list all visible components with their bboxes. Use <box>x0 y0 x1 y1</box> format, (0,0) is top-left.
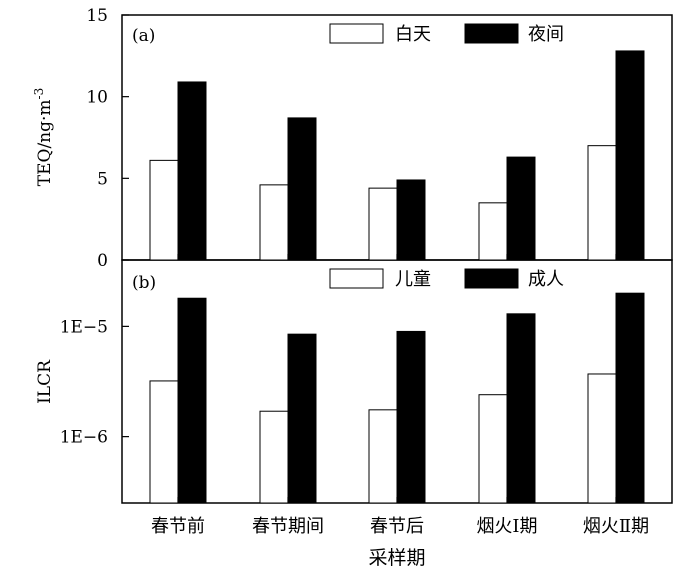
panel-b-label: (b) <box>132 273 156 293</box>
panel-b-bar-white-2 <box>368 409 398 504</box>
panel-b-bar-white-4 <box>587 373 617 504</box>
panel-a-bar-black-0 <box>177 81 207 261</box>
panel-b-bar-white-3 <box>478 394 508 504</box>
panel-a-legend-label-1: 夜间 <box>528 24 564 45</box>
panel-a-legend-label-0: 白天 <box>395 24 431 45</box>
panel-a-bar-black-4 <box>615 50 645 261</box>
panel-a-bar-white-3 <box>478 202 508 261</box>
panel-a-bar-black-2 <box>396 179 426 261</box>
panel-b-ytick-label-1: 1E−5 <box>60 317 108 337</box>
panel-b-ytick-label-0: 1E−6 <box>60 428 108 448</box>
panel-b-legend-swatch-0 <box>329 268 384 289</box>
panel-a-ylabel-superscript: -3 <box>32 88 46 100</box>
panel-a-ytick-label-1: 5 <box>97 169 108 189</box>
x-category-label-1: 春节期间 <box>252 516 324 537</box>
panel-a-legend-swatch-0 <box>329 23 384 44</box>
panel-a-ylabel: TEQ/ng·m-3 <box>32 88 55 186</box>
panel-b-legend-label-1: 成人 <box>528 269 564 290</box>
panel-a-bar-white-1 <box>259 184 289 261</box>
x-axis-title: 采样期 <box>368 547 425 569</box>
panel-a-bar-white-4 <box>587 145 617 261</box>
panel-b-bar-black-2 <box>396 330 426 504</box>
panel-b-legend-swatch-1 <box>464 268 519 289</box>
panel-a-ytick-label-3: 15 <box>86 6 108 26</box>
panel-a-label: (a) <box>132 26 155 46</box>
panel-a-bar-white-0 <box>149 159 179 261</box>
panel-b-bar-white-1 <box>259 410 289 504</box>
panel-a-bar-black-3 <box>506 156 536 261</box>
x-category-label-3: 烟火Ⅰ期 <box>476 516 537 537</box>
panel-b-bar-black-1 <box>287 333 317 504</box>
panel-b-bar-black-3 <box>506 313 536 504</box>
panel-b-legend-label-0: 儿童 <box>395 269 431 290</box>
x-category-label-2: 春节后 <box>370 516 424 537</box>
panel-a-ytick-label-2: 10 <box>86 88 108 108</box>
panel-a-ylabel-text: TEQ/ng·m <box>35 99 55 186</box>
x-category-label-4: 烟火Ⅱ期 <box>583 516 649 537</box>
panel-b-bar-black-4 <box>615 292 645 504</box>
x-category-label-0: 春节前 <box>151 516 205 537</box>
panel-a-bar-white-2 <box>368 187 398 261</box>
panel-a-bar-black-1 <box>287 117 317 261</box>
panel-b-bar-black-0 <box>177 297 207 504</box>
panel-a-legend-swatch-1 <box>464 23 519 44</box>
panel-b-bar-white-0 <box>149 380 179 504</box>
panel-a-ytick-label-0: 0 <box>97 251 108 271</box>
panel-b-ylabel: ILCR <box>35 359 55 404</box>
